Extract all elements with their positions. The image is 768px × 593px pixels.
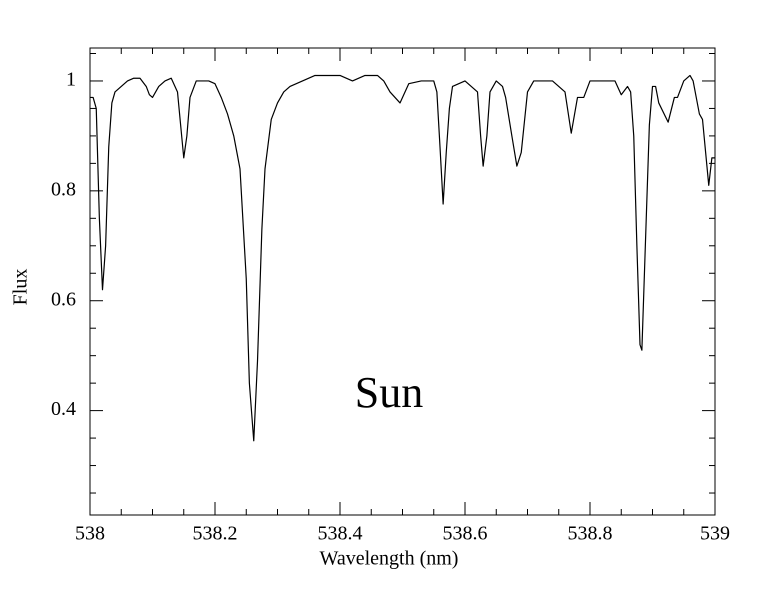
y-tick-label: 0.4 bbox=[51, 398, 76, 420]
x-tick-label: 538.2 bbox=[193, 523, 238, 545]
annotation: Sun bbox=[355, 368, 423, 417]
spectrum-line bbox=[90, 74, 715, 442]
y-tick-label: 0.6 bbox=[51, 288, 76, 310]
y-tick-label: 1 bbox=[66, 69, 76, 91]
plot-frame bbox=[89, 47, 716, 516]
y-axis-label: Flux bbox=[10, 269, 32, 306]
x-tick-label: 538.4 bbox=[318, 523, 363, 545]
x-tick-label: 538.6 bbox=[443, 523, 488, 545]
x-tick-label: 538.8 bbox=[568, 523, 613, 545]
x-axis-label: Wavelength (nm) bbox=[320, 548, 459, 570]
y-tick-label: 0.8 bbox=[51, 178, 76, 200]
x-tick-label: 539 bbox=[700, 523, 730, 545]
x-tick-label: 538 bbox=[75, 523, 105, 545]
